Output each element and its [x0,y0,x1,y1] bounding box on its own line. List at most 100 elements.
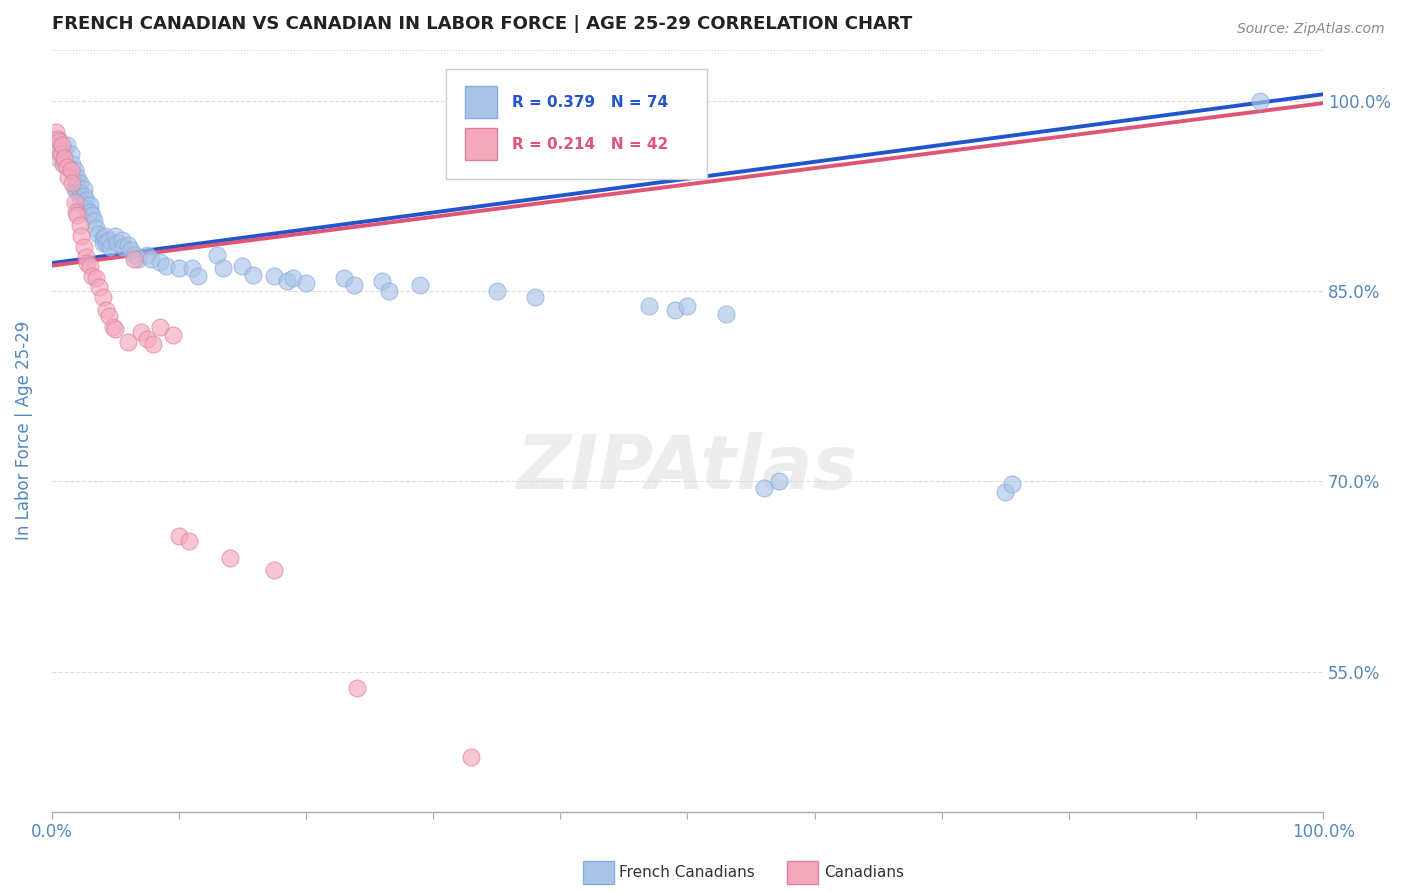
Point [638,299,661,313]
Point [120,244,142,258]
Point [45,131,67,145]
Point [101,319,124,334]
Point [75,202,97,216]
Point [63,195,86,210]
Point [149,255,172,269]
Point [72,182,94,196]
Bar [465,128,496,161]
Point [167,529,190,543]
Point [69,218,91,232]
Point [124,248,146,262]
Point [63,163,86,178]
Y-axis label: In Labor Force | Age 25-29: In Labor Force | Age 25-29 [15,321,32,541]
Point [66,208,89,222]
Text: R = 0.379   N = 74: R = 0.379 N = 74 [512,95,668,110]
Point [96,303,118,318]
Point [377,284,399,298]
Point [242,268,264,282]
Point [117,238,139,252]
Point [167,261,190,276]
Text: R = 0.214   N = 42: R = 0.214 N = 42 [512,136,668,152]
Point [91,230,114,244]
Point [276,274,298,288]
Text: French Canadians: French Canadians [619,865,755,880]
Point [155,259,177,273]
Point [485,284,508,298]
Point [79,259,101,273]
Point [1001,477,1024,491]
Point [53,154,76,169]
Point [69,195,91,210]
Point [70,229,93,244]
Point [76,256,98,270]
Point [98,239,121,253]
Point [66,185,89,199]
Point [295,277,318,291]
Point [177,534,200,549]
Point [460,750,482,764]
Text: Source: ZipAtlas.com: Source: ZipAtlas.com [1237,22,1385,37]
Point [218,550,240,565]
Point [82,208,104,222]
Point [523,290,546,304]
Point [714,307,737,321]
Point [84,220,107,235]
Point [79,205,101,219]
Point [205,248,228,262]
Point [69,176,91,190]
Point [104,229,127,244]
Point [343,277,366,292]
Point [48,134,70,148]
Point [56,138,79,153]
Point [72,197,94,211]
Point [162,328,184,343]
Point [346,681,368,696]
Point [105,235,128,250]
Point [91,235,114,250]
Point [72,189,94,203]
Point [104,322,127,336]
Point [333,271,356,285]
FancyBboxPatch shape [446,69,707,179]
Point [180,261,202,276]
Point [136,248,159,262]
Point [94,229,117,244]
Point [52,157,75,171]
Point [60,176,83,190]
Point [664,303,686,318]
Point [86,227,108,241]
Point [46,151,69,165]
Point [231,259,253,273]
Point [72,239,94,253]
Point [49,147,72,161]
Point [263,268,285,283]
Point [56,160,79,174]
Point [409,277,432,292]
Point [63,182,86,196]
Point [59,163,82,178]
Point [371,274,394,288]
Point [87,280,110,294]
Point [142,337,165,351]
Text: ZIPAtlas: ZIPAtlas [517,433,858,505]
Point [58,169,80,184]
Point [263,563,285,577]
Text: Canadians: Canadians [824,865,904,880]
Point [127,252,149,267]
Point [111,239,134,253]
Point [149,319,172,334]
Point [768,475,790,489]
Point [79,197,101,211]
Point [994,484,1017,499]
Point [46,131,69,145]
Point [84,271,107,285]
Point [53,151,76,165]
Point [97,233,120,247]
Point [139,252,162,267]
Point [45,125,67,139]
Point [65,205,87,219]
Point [187,268,209,283]
Point [129,325,152,339]
Bar [465,87,496,119]
Point [69,185,91,199]
